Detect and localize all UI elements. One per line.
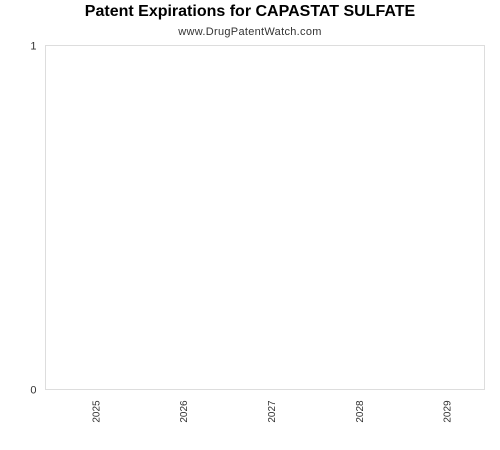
- x-tick-label: 2028: [355, 400, 366, 423]
- chart-subtitle: www.DrugPatentWatch.com: [178, 26, 322, 38]
- x-tick-label: 2026: [179, 400, 190, 423]
- x-tick-label: 2029: [443, 400, 454, 423]
- y-tick-label: 0: [30, 385, 36, 397]
- x-tick-label: 2027: [267, 400, 278, 423]
- y-axis: 01: [30, 41, 36, 397]
- chart-title: Patent Expirations for CAPASTAT SULFATE: [84, 3, 416, 20]
- y-tick-label: 1: [30, 41, 36, 53]
- x-tick-label: 2025: [91, 400, 102, 423]
- x-axis: 2025 2026 2027 2028 2029: [91, 400, 453, 423]
- plot-area-frame: [45, 45, 485, 390]
